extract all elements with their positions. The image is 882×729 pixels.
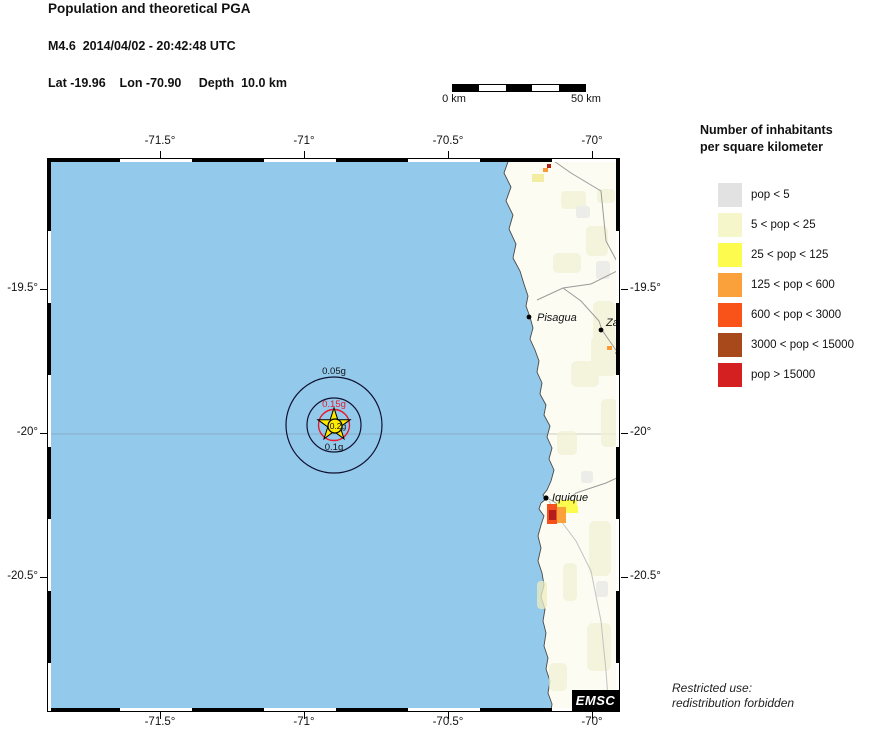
axis-tick <box>621 577 628 578</box>
axis-label-bottom: -71.5° <box>144 716 176 728</box>
map-frame-left <box>48 159 51 711</box>
contour-label-01g: 0.1g <box>325 442 344 453</box>
event-magnitude-datetime: M4.6 2014/04/02 - 20:42:48 UTC <box>48 39 236 53</box>
map-scale-bar <box>452 84 586 92</box>
axis-label-left: -20° <box>16 426 38 438</box>
map-frame-bottom <box>48 708 619 711</box>
legend-title-line2: per square kilometer <box>700 140 823 154</box>
axis-tick <box>160 151 161 158</box>
axis-label-right: -20.5° <box>630 570 661 582</box>
map-canvas: 0.05g 0.15g 0.1g 0.2g Pisagua Zapiga Iqu… <box>47 158 640 712</box>
city-label-pisagua: Pisagua <box>537 312 577 324</box>
legend-item: 25 < pop < 125 <box>718 243 828 267</box>
axis-label-top: -70.5° <box>432 135 464 147</box>
legend-item: 3000 < pop < 15000 <box>718 333 854 357</box>
legend-title-line1: Number of inhabitants <box>700 123 833 137</box>
legend-item: 600 < pop < 3000 <box>718 303 841 327</box>
axis-tick <box>40 289 47 290</box>
map-frame-top <box>48 159 619 162</box>
city-dot-pisagua <box>526 314 532 320</box>
contour-02g <box>327 418 343 434</box>
axis-tick <box>621 433 628 434</box>
notice-line2: redistribution forbidden <box>672 696 795 710</box>
legend-swatch <box>718 213 742 237</box>
scale-segment <box>505 85 533 91</box>
axis-label-bottom: -70.5° <box>432 716 464 728</box>
legend-swatch <box>718 333 742 357</box>
scale-segment <box>532 85 559 91</box>
contour-005g <box>285 376 383 474</box>
legend-label: 600 < pop < 3000 <box>751 309 842 321</box>
legend-title: Number of inhabitants per square kilomet… <box>700 122 882 156</box>
axis-tick <box>621 289 628 290</box>
legend-item: pop > 15000 <box>718 363 815 387</box>
axis-tick <box>592 151 593 158</box>
contour-label-005g: 0.05g <box>322 366 346 377</box>
legend-swatch <box>718 363 742 387</box>
scale-zero-label: 0 km <box>442 93 466 105</box>
legend-swatch <box>718 273 742 297</box>
legend-item: pop < 5 <box>718 183 790 207</box>
scale-segment <box>479 85 506 91</box>
pga-contours: 0.05g 0.15g 0.1g 0.2g <box>285 366 383 474</box>
axis-label-right: -19.5° <box>630 282 661 294</box>
scale-segment <box>453 85 480 91</box>
axis-label-top: -70° <box>581 135 603 147</box>
emsc-logo: EMSC <box>572 690 619 711</box>
scale-segment <box>558 85 586 91</box>
axis-tick <box>304 712 305 719</box>
axis-label-top: -71.5° <box>144 135 176 147</box>
city-label-iquique: Iquique <box>552 492 588 504</box>
axis-tick <box>304 151 305 158</box>
map-graphics: 0.05g 0.15g 0.1g 0.2g Pisagua Zapiga Iqu… <box>48 158 640 712</box>
page-title: Population and theoretical PGA <box>48 1 251 16</box>
city-dot-zapiga <box>598 327 604 333</box>
restricted-use-notice: Restricted use: redistribution forbidden <box>672 681 794 711</box>
legend-label: 3000 < pop < 15000 <box>751 339 854 351</box>
legend-label: 25 < pop < 125 <box>751 249 829 261</box>
axis-tick <box>40 577 47 578</box>
scale-max-label: 50 km <box>571 93 601 105</box>
legend-label: 125 < pop < 600 <box>751 279 835 291</box>
axis-label-bottom: -70° <box>581 716 603 728</box>
axis-tick <box>160 712 161 719</box>
axis-label-left: -20.5° <box>7 570 38 582</box>
axis-tick <box>448 151 449 158</box>
legend-label: 5 < pop < 25 <box>751 219 816 231</box>
axis-label-right: -20° <box>630 426 652 438</box>
axis-tick <box>592 712 593 719</box>
axis-tick <box>448 712 449 719</box>
axis-tick <box>40 433 47 434</box>
legend-label: pop > 15000 <box>751 369 816 381</box>
axis-label-bottom: -71° <box>293 716 315 728</box>
contour-label-02g: 0.2g <box>330 421 347 431</box>
legend-swatch <box>718 303 742 327</box>
contour-01g <box>306 397 362 453</box>
city-dot-iquique <box>543 495 549 501</box>
contour-label-015g: 0.15g <box>322 399 346 410</box>
notice-line1: Restricted use: <box>672 681 753 695</box>
legend-swatch <box>718 243 742 267</box>
axis-label-top: -71° <box>293 135 315 147</box>
legend-item: 5 < pop < 25 <box>718 213 816 237</box>
event-coordinates-depth: Lat -19.96 Lon -70.90 Depth 10.0 km <box>48 76 287 90</box>
legend-item: 125 < pop < 600 <box>718 273 835 297</box>
legend-label: pop < 5 <box>751 189 790 201</box>
legend-swatch <box>718 183 742 207</box>
map-frame-right <box>616 159 619 711</box>
axis-label-left: -19.5° <box>7 282 38 294</box>
population-patches-low <box>537 189 617 691</box>
population-patches-dense <box>532 164 612 524</box>
